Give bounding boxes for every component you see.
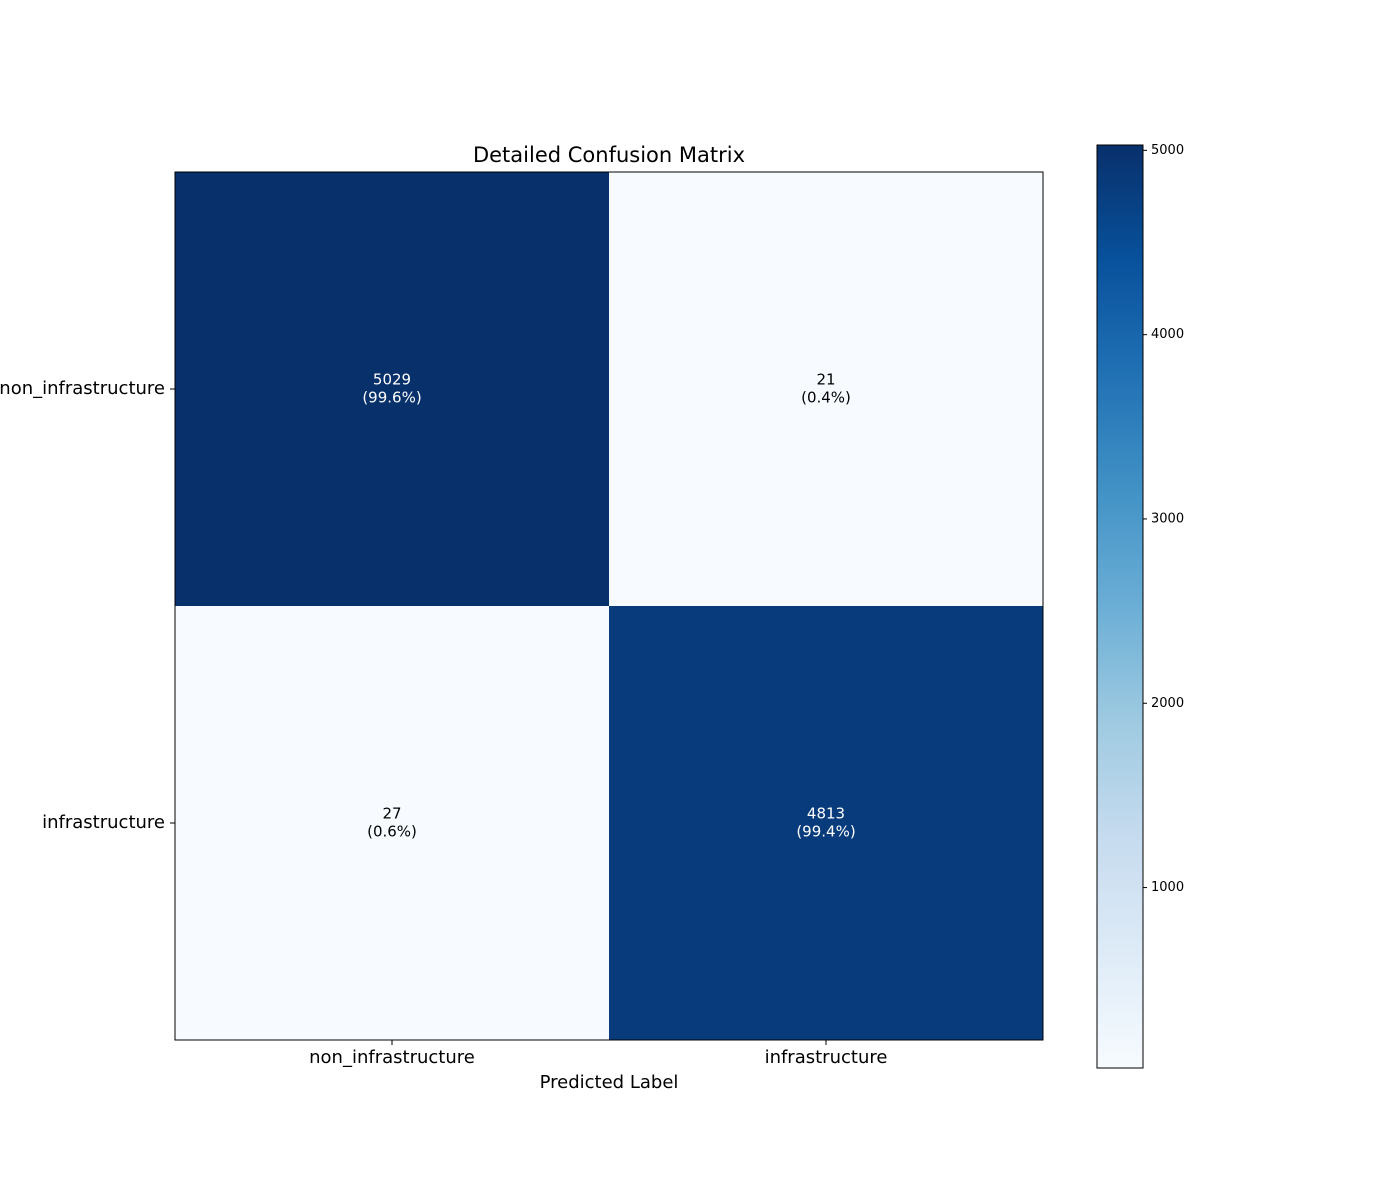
cell-percent: (99.6%): [362, 389, 421, 407]
heatmap-cell: [609, 172, 1043, 606]
colorbar-tick-label: 4000: [1151, 327, 1184, 342]
colorbar-tick-label: 5000: [1151, 143, 1184, 158]
cell-count: 5029: [373, 371, 411, 389]
heatmap-cell: [609, 606, 1043, 1040]
cell-percent: (99.4%): [796, 823, 855, 841]
colorbar-tick-label: 2000: [1151, 696, 1184, 711]
cell-count: 4813: [807, 805, 845, 823]
cell-count: 21: [816, 371, 835, 389]
cell-percent: (0.6%): [367, 823, 417, 841]
y-tick-label: infrastructure: [42, 812, 165, 833]
x-axis-label: Predicted Label: [540, 1072, 679, 1093]
colorbar-tick-label: 3000: [1151, 511, 1184, 526]
cell-count: 27: [382, 805, 401, 823]
cell-percent: (0.4%): [801, 389, 851, 407]
colorbar-tick-label: 1000: [1151, 880, 1184, 895]
colorbar: [1096, 144, 1144, 1069]
chart-title: Detailed Confusion Matrix: [473, 143, 745, 167]
plot-frame: [174, 171, 1044, 1041]
y-tick-label: non_infrastructure: [0, 378, 165, 399]
heatmap-cell: [175, 606, 609, 1040]
x-tick-label: non_infrastructure: [309, 1047, 475, 1068]
x-tick-label: infrastructure: [765, 1047, 888, 1068]
heatmap-cell: [175, 172, 609, 606]
